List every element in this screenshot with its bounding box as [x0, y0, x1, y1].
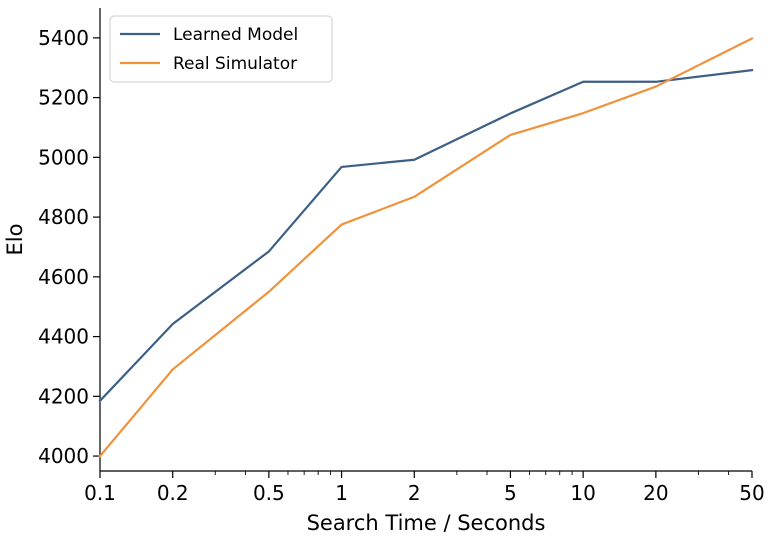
- legend-label: Real Simulator: [173, 54, 297, 74]
- legend-box: [109, 15, 333, 83]
- series-line-2: [98, 36, 754, 458]
- series-line-1: [98, 68, 754, 403]
- x-tick-label: 1: [335, 481, 348, 505]
- y-tick-label: 4000: [38, 444, 89, 468]
- legend-label: Learned Model: [173, 25, 298, 45]
- y-axis-label: Elo: [3, 224, 27, 256]
- legend: Learned Model Real Simulator: [109, 15, 333, 83]
- x-tick-label: 0.2: [157, 481, 189, 505]
- x-tick-label: 20: [643, 481, 668, 505]
- x-tick-label: 2: [408, 481, 421, 505]
- series-lines: [98, 36, 754, 458]
- y-tick-label: 4600: [38, 265, 89, 289]
- axes: 0.1 0.2 0.5 1 2 5 10 20 50 4000 4200 4400 4600 4800 50…: [38, 8, 765, 505]
- x-axis-label: Search Time / Seconds: [307, 511, 546, 535]
- y-tick-label: 4400: [38, 325, 89, 349]
- x-tick-label: 50: [739, 481, 764, 505]
- x-tick-label: 5: [504, 481, 517, 505]
- x-tick-label: 10: [570, 481, 595, 505]
- y-tick-label: 4800: [38, 205, 89, 229]
- x-tick-label: 0.5: [253, 481, 285, 505]
- y-tick-label: 4200: [38, 384, 89, 408]
- x-tick-label: 0.1: [84, 481, 116, 505]
- y-tick-label: 5000: [38, 145, 89, 169]
- y-tick-label: 5400: [38, 26, 89, 50]
- y-tick-label: 5200: [38, 86, 89, 110]
